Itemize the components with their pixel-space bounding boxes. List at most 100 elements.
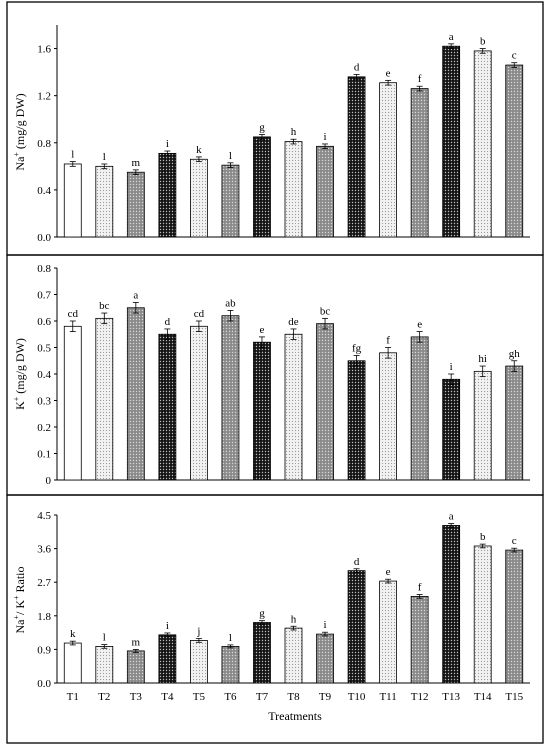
- k-bar-t8: [284, 333, 303, 481]
- ratio-bar-t1: [63, 642, 82, 684]
- ratio-bar-t5: [189, 640, 208, 684]
- na-bar-t13: [442, 45, 461, 238]
- k-bar-t12: [410, 336, 429, 481]
- k-y-tick-label: 0.5: [37, 343, 51, 355]
- na-bar-t4: [158, 152, 177, 238]
- x-tick-label-t14: T14: [474, 691, 492, 703]
- ratio-bar-t6: [221, 646, 240, 684]
- chart-na-content: 0.0 0.4 0.8 1.2 1.6 l l m i k l g h i d e f a b c: [37, 25, 530, 244]
- k-bar-t1: [63, 325, 82, 481]
- panel-frame-na: [6, 1, 544, 256]
- k-y-tick-label: 0.4: [37, 369, 51, 381]
- ratio-bar-t13: [442, 525, 461, 684]
- na-bar-t10: [347, 76, 366, 238]
- ratio-significance-label: j: [196, 626, 200, 638]
- k-y-tick-label: 0.3: [37, 396, 51, 408]
- ratio-bar-t10: [347, 570, 366, 684]
- x-tick-label-t9: T9: [319, 691, 332, 703]
- k-y-tick-label: 0: [46, 475, 52, 487]
- x-tick-label-t8: T8: [287, 691, 300, 703]
- ratio-significance-label: l: [229, 632, 232, 644]
- na-bar-t5: [189, 158, 208, 238]
- x-tick-label-t6: T6: [224, 691, 237, 703]
- na-y-axis-title: Na+ (mg/g DW): [12, 93, 27, 170]
- na-significance-label: l: [103, 151, 106, 163]
- ratio-bar-t14: [473, 545, 492, 684]
- k-bar-t14: [473, 370, 492, 481]
- chart-ratio-content: 0.0 0.9 1.8 2.7 3.6 4.5 k l m i j l g h i d e f a b c T1 T2 T3 T…: [37, 510, 530, 703]
- na-significance-label: f: [418, 73, 422, 85]
- k-bar-t4: [158, 333, 177, 481]
- k-significance-label: e: [260, 324, 265, 336]
- na-bar-t6: [221, 164, 240, 238]
- na-bar-t12: [410, 88, 429, 238]
- ratio-significance-label: k: [70, 628, 76, 640]
- ratio-bar-t11: [379, 580, 398, 684]
- na-y-tick-label: 0.4: [37, 185, 51, 197]
- k-significance-label: cd: [68, 308, 79, 320]
- na-bar-t15: [505, 64, 524, 238]
- na-bar-t14: [473, 50, 492, 238]
- ratio-y-tick-label: 2.7: [37, 577, 51, 589]
- na-bar-t3: [126, 171, 145, 238]
- x-tick-label-t10: T10: [348, 691, 366, 703]
- na-significance-label: c: [512, 50, 517, 62]
- ratio-significance-label: h: [291, 613, 297, 625]
- na-significance-label: b: [480, 36, 486, 48]
- k-bar-t11: [379, 352, 398, 481]
- x-axis-title: Treatments: [268, 709, 322, 723]
- k-bar-t15: [505, 365, 524, 481]
- ratio-y-tick-label: 0.0: [37, 678, 51, 690]
- k-significance-label: gh: [509, 348, 521, 360]
- ratio-significance-label: g: [259, 608, 265, 620]
- ratio-y-tick-label: 4.5: [37, 510, 51, 522]
- panel-frame-k: [6, 254, 544, 496]
- k-bar-t3: [126, 307, 145, 481]
- x-tick-label-t1: T1: [67, 691, 79, 703]
- k-bar-t2: [95, 317, 114, 481]
- ratio-y-tick-label: 0.9: [37, 644, 51, 656]
- na-bar-t2: [95, 165, 114, 238]
- ratio-bar-t8: [284, 627, 303, 684]
- ratio-y-tick-label: 3.6: [37, 544, 51, 556]
- na-significance-label: a: [449, 31, 454, 43]
- na-bar-t7: [253, 136, 271, 238]
- ratio-bar-t7: [253, 622, 271, 684]
- k-bar-t6: [221, 315, 240, 481]
- na-bar-t8: [284, 141, 303, 238]
- na-y-tick-label: 0.0: [37, 232, 51, 244]
- ratio-significance-label: b: [480, 531, 486, 543]
- na-significance-label: d: [354, 61, 360, 73]
- na-y-tick-label: 1.2: [37, 91, 51, 103]
- na-bar-t11: [379, 82, 398, 238]
- ratio-bar-t3: [126, 650, 145, 684]
- na-y-tick-label: 0.8: [37, 138, 51, 150]
- k-significance-label: ab: [225, 297, 236, 309]
- k-significance-label: a: [133, 289, 138, 301]
- ratio-significance-label: f: [418, 582, 422, 594]
- k-bar-t10: [347, 360, 366, 481]
- ratio-significance-label: a: [449, 511, 454, 523]
- x-tick-label-t15: T15: [505, 691, 523, 703]
- ratio-significance-label: i: [166, 620, 169, 632]
- k-significance-label: d: [165, 316, 171, 328]
- ratio-significance-label: l: [103, 632, 106, 644]
- na-y-tick-label: 1.6: [37, 44, 51, 56]
- ratio-y-tick-label: 1.8: [37, 611, 51, 623]
- x-tick-label-t12: T12: [411, 691, 429, 703]
- x-tick-label-t2: T2: [98, 691, 110, 703]
- k-significance-label: fg: [352, 342, 362, 354]
- k-significance-label: bc: [99, 300, 110, 312]
- k-significance-label: bc: [320, 305, 331, 317]
- ratio-significance-label: c: [512, 535, 517, 547]
- k-bar-t9: [316, 323, 334, 481]
- ratio-bar-t9: [316, 633, 334, 684]
- na-significance-label: l: [229, 150, 232, 162]
- k-bar-t7: [253, 341, 271, 481]
- k-y-tick-label: 0.6: [37, 316, 51, 328]
- x-tick-label-t7: T7: [256, 691, 269, 703]
- ratio-bar-t2: [95, 646, 114, 684]
- k-significance-label: f: [386, 335, 390, 347]
- x-tick-label-t4: T4: [161, 691, 174, 703]
